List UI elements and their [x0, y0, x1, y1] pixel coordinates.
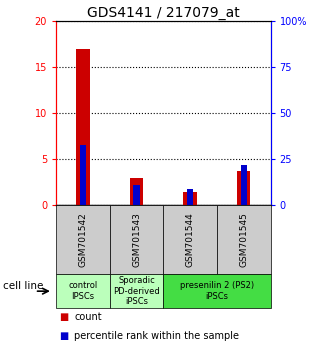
Text: GSM701545: GSM701545: [239, 212, 248, 267]
Bar: [241, 165, 247, 205]
Text: presenilin 2 (PS2)
iPSCs: presenilin 2 (PS2) iPSCs: [180, 281, 254, 301]
Text: GSM701544: GSM701544: [186, 212, 195, 267]
Text: percentile rank within the sample: percentile rank within the sample: [74, 331, 239, 341]
Bar: [76, 49, 90, 205]
Title: GDS4141 / 217079_at: GDS4141 / 217079_at: [87, 6, 240, 20]
Text: GSM701543: GSM701543: [132, 212, 141, 267]
Text: cell line: cell line: [3, 281, 44, 291]
Bar: [187, 189, 193, 205]
Text: control
IPSCs: control IPSCs: [68, 281, 98, 301]
Bar: [183, 192, 197, 205]
Text: GSM701542: GSM701542: [79, 212, 87, 267]
Bar: [80, 144, 86, 205]
Bar: [237, 171, 250, 205]
Bar: [133, 185, 140, 205]
Bar: [130, 178, 143, 205]
Text: ■: ■: [59, 331, 69, 341]
Text: ■: ■: [59, 312, 69, 321]
Text: count: count: [74, 312, 102, 321]
Text: Sporadic
PD-derived
iPSCs: Sporadic PD-derived iPSCs: [113, 276, 160, 306]
